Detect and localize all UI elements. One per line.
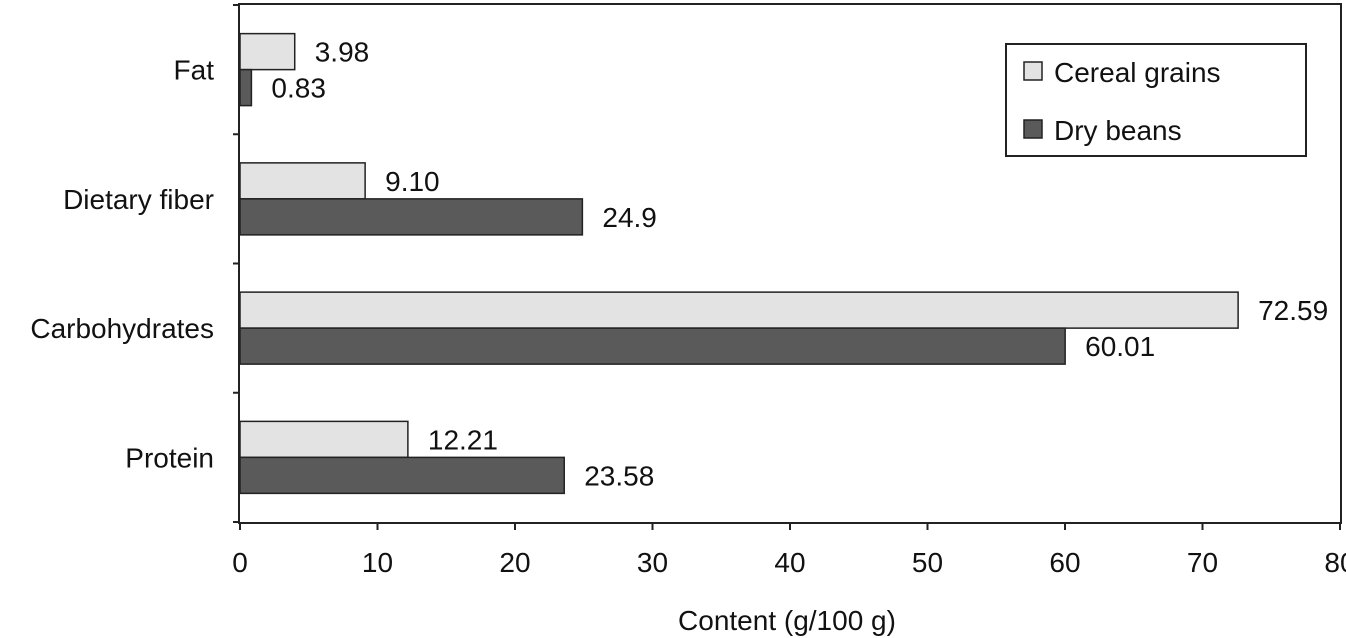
x-tick-label-0: 0 [232, 547, 248, 578]
category-label-carbohydrates: Carbohydrates [30, 313, 214, 344]
value-label-dry-beans-carbohydrates: 60.01 [1085, 331, 1155, 362]
bar-dry-beans-dietary-fiber [239, 198, 584, 236]
bar-cereal-grains-protein [239, 420, 409, 459]
bar-dry-beans-carbohydrates [239, 327, 1066, 365]
x-tick-label-10: 10 [362, 547, 393, 578]
legend-box [1005, 43, 1307, 157]
x-tick-label-70: 70 [1187, 547, 1218, 578]
bar-dry-beans-protein [239, 456, 565, 495]
legend-swatch-cereal-grains [1023, 61, 1043, 81]
value-label-dry-beans-dietary-fiber: 24.9 [602, 202, 657, 233]
category-labels: Fat Dietary fiber Carbohydrates Protein [30, 55, 214, 474]
value-label-cereal-grains-carbohydrates: 72.59 [1258, 295, 1328, 326]
category-label-fat: Fat [174, 55, 215, 86]
x-axis-ticks: 0 10 20 30 40 50 60 70 80 [232, 522, 1346, 578]
value-label-cereal-grains-fat: 3.98 [315, 37, 370, 68]
x-tick-label-60: 60 [1049, 547, 1080, 578]
legend: Cereal grains Dry beans [1005, 43, 1307, 157]
x-tick-label-80: 80 [1324, 547, 1346, 578]
value-labels: 3.98 0.83 9.10 24.9 72.59 60.01 12.21 23.58 [271, 37, 1328, 492]
category-label-dietary-fiber: Dietary fiber [63, 184, 214, 215]
legend-label-dry-beans: Dry beans [1054, 115, 1182, 146]
value-label-dry-beans-fat: 0.83 [271, 73, 326, 104]
legend-label-cereal-grains: Cereal grains [1054, 57, 1221, 88]
bar-cereal-grains-fat [239, 32, 296, 71]
bar-cereal-grains-dietary-fiber [239, 162, 366, 200]
x-tick-label-30: 30 [637, 547, 668, 578]
bars [239, 32, 1239, 495]
x-tick-label-50: 50 [912, 547, 943, 578]
value-label-cereal-grains-dietary-fiber: 9.10 [385, 166, 440, 197]
x-axis-label: Content (g/100 g) [678, 605, 896, 636]
x-tick-label-20: 20 [499, 547, 530, 578]
bar-cereal-grains-carbohydrates [239, 291, 1239, 329]
value-label-dry-beans-protein: 23.58 [584, 460, 654, 491]
legend-swatch-dry-beans [1023, 119, 1043, 139]
value-label-cereal-grains-protein: 12.21 [428, 424, 498, 455]
category-ticks [233, 4, 240, 523]
category-label-protein: Protein [125, 442, 214, 473]
bar-dry-beans-fat [239, 68, 253, 107]
x-tick-label-40: 40 [774, 547, 805, 578]
